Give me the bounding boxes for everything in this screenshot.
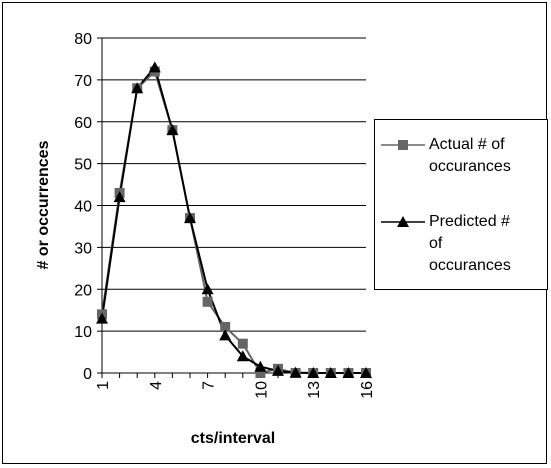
axes: 0 10 20 30 40 50 60 70 80 1 4 7 10 13 16 — [74, 31, 376, 399]
data-point-predicted — [219, 329, 232, 341]
data-point-predicted — [307, 367, 320, 378]
data-point-actual — [220, 321, 231, 332]
data-point-actual — [237, 338, 248, 349]
y-tick-label: 0 — [83, 366, 92, 383]
data-point-actual — [255, 368, 266, 378]
series-line-1 — [101, 65, 366, 374]
x-tick-label: 10 — [253, 381, 270, 399]
x-tick-label: 13 — [306, 381, 323, 399]
data-point-predicted — [342, 367, 355, 378]
y-tick-label: 60 — [74, 115, 92, 132]
data-point-predicted — [254, 360, 267, 372]
y-tick-label: 30 — [74, 240, 92, 257]
y-tick-label: 20 — [74, 282, 92, 299]
legend-item-actual: Actual # of occurances — [375, 134, 547, 184]
y-tick-label: 10 — [74, 324, 92, 341]
triangle-marker-icon — [381, 216, 425, 227]
y-tick-label: 40 — [74, 199, 92, 216]
y-tick-label: 70 — [74, 73, 92, 90]
data-point-predicted — [96, 312, 108, 324]
data-point-predicted — [324, 367, 337, 378]
y-tick-label: 50 — [74, 157, 92, 174]
data-point-predicted — [236, 350, 249, 362]
y-axis-title: # or occurrences — [35, 140, 52, 269]
legend-label-actual: Actual # of occurances — [429, 136, 511, 175]
data-point-predicted — [166, 124, 179, 136]
data-point-predicted — [201, 283, 214, 295]
y-tick-label: 80 — [74, 31, 92, 48]
data-point-predicted — [289, 366, 302, 378]
series-line-0 — [101, 69, 366, 375]
data-point-predicted — [148, 61, 161, 73]
x-tick-label: 7 — [201, 381, 218, 390]
x-tick-label: 4 — [148, 381, 165, 390]
data-point-predicted — [272, 364, 284, 376]
gridlines — [102, 37, 366, 332]
data-point-predicted — [113, 191, 126, 203]
series-group — [96, 61, 372, 378]
data-point-predicted — [360, 367, 372, 378]
data-point-actual — [202, 296, 213, 307]
data-point-predicted — [184, 212, 196, 224]
legend: Actual # of occurances Predicted # of oc… — [374, 119, 548, 290]
x-tick-label: 1 — [95, 381, 112, 390]
x-axis-title: cts/interval — [191, 430, 275, 447]
legend-label-predicted: Predicted # of occurances — [429, 213, 511, 274]
x-tick-label: 16 — [359, 381, 376, 399]
square-marker-icon — [381, 140, 425, 150]
legend-item-predicted: Predicted # of occurances — [375, 211, 547, 283]
data-point-predicted — [131, 82, 144, 94]
